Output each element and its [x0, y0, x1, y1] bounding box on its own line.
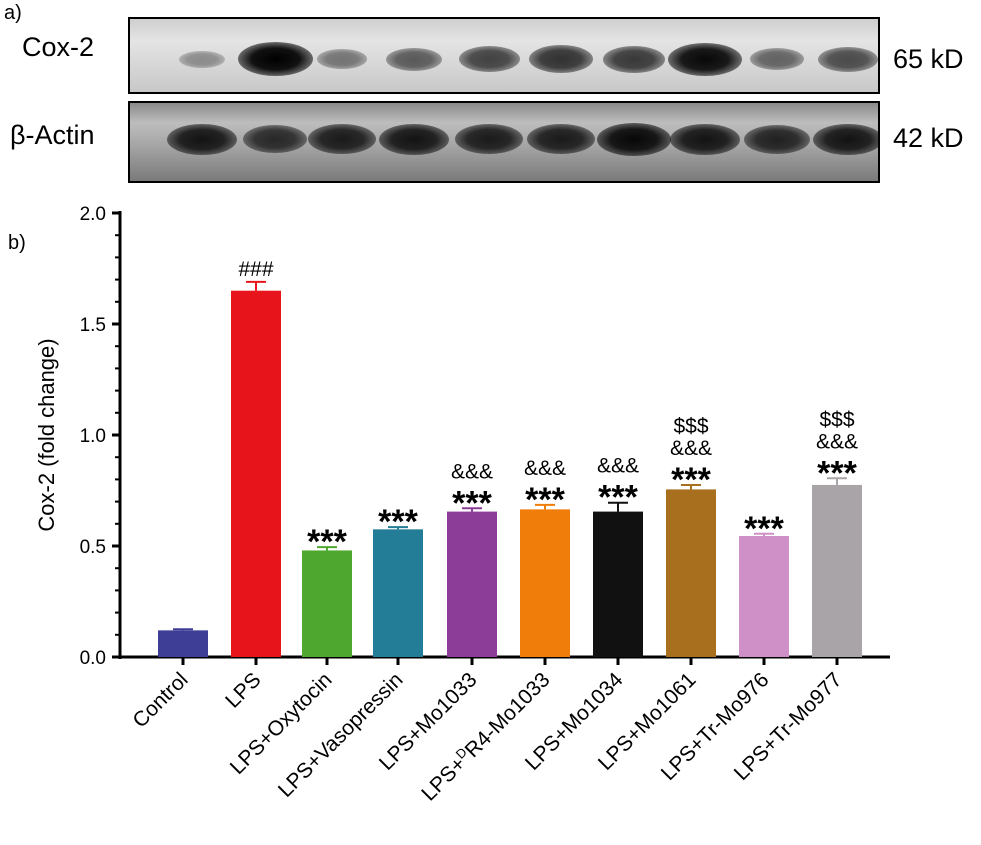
significance-label: &&&	[451, 460, 493, 483]
bar	[593, 511, 643, 657]
blot-band	[237, 42, 313, 76]
significance-label: ***	[744, 510, 784, 548]
x-tick-label: Control	[128, 668, 192, 732]
bar	[739, 536, 789, 657]
panel-b-label: b)	[8, 232, 26, 254]
blot-band	[668, 42, 742, 76]
blot-band	[670, 123, 740, 155]
significance-label: &&&	[816, 430, 858, 453]
bar	[158, 630, 208, 657]
bar	[302, 550, 352, 657]
bar	[231, 290, 281, 657]
blot-band	[743, 124, 811, 154]
y-tick-label: 0.0	[80, 648, 106, 669]
significance-label: ***	[452, 484, 492, 522]
blot-band	[379, 123, 449, 155]
actin-size-label: 42 kD	[893, 123, 964, 153]
x-tick-label: LPS	[221, 668, 265, 712]
significance-label: ###	[238, 258, 273, 281]
y-axis-title: Cox-2 (fold change)	[34, 338, 59, 531]
significance-label: ***	[598, 479, 638, 517]
panel-a-label: a)	[4, 2, 22, 24]
blot-band	[527, 124, 595, 154]
cox2-size-label: 65 kD	[893, 44, 964, 74]
significance-label: ***	[525, 481, 565, 519]
x-tick-label: LPS+DR4-Mo1033	[416, 667, 555, 806]
cox2-blot-label: Cox-2	[22, 32, 95, 62]
significance-label: ***	[307, 523, 347, 561]
bar	[812, 484, 862, 657]
significance-label: ***	[378, 503, 418, 541]
bar	[520, 509, 570, 657]
bar	[447, 511, 497, 657]
blot-band	[813, 123, 878, 155]
cox2-western-blot	[128, 17, 880, 94]
bar	[373, 529, 423, 657]
significance-label: $$$	[673, 415, 708, 438]
blot-band	[242, 125, 308, 153]
blot-band	[455, 124, 523, 154]
blot-band	[316, 49, 368, 69]
blot-band	[597, 122, 671, 156]
actin-blot-label: β-Actin	[10, 120, 95, 150]
y-tick-label: 0.5	[80, 537, 106, 558]
blot-band	[750, 48, 804, 70]
blot-band	[458, 46, 520, 72]
blot-band	[167, 123, 237, 155]
y-tick-label: 2.0	[80, 204, 106, 225]
actin-western-blot	[128, 101, 880, 183]
blot-band	[179, 50, 225, 68]
y-tick-label: 1.0	[80, 426, 106, 447]
significance-label: $$$	[819, 408, 854, 431]
y-tick-label: 1.5	[80, 315, 106, 336]
blot-band	[528, 45, 594, 73]
blot-band	[308, 124, 376, 154]
significance-label: &&&	[524, 457, 566, 480]
bar	[666, 489, 716, 657]
significance-label: ***	[671, 461, 711, 499]
significance-label: ***	[817, 454, 857, 492]
blot-band	[602, 45, 666, 73]
significance-label: &&&	[670, 437, 712, 460]
significance-label: &&&	[597, 455, 639, 478]
x-tick-label: LPS+Vasopressin	[274, 668, 408, 802]
blot-band	[386, 47, 442, 71]
blot-band	[818, 46, 878, 72]
